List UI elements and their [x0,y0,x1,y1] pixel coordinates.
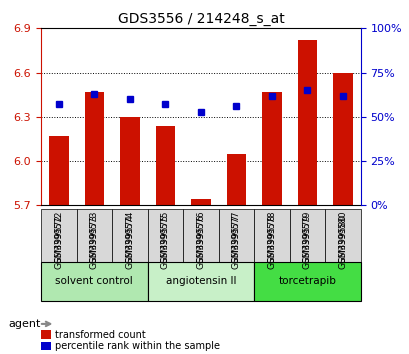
Text: solvent control: solvent control [55,276,133,286]
Text: GSM399580: GSM399580 [338,211,347,263]
Bar [120,117,139,205]
Text: GSM399574: GSM399574 [125,211,134,263]
Text: GSM399576: GSM399576 [196,214,205,269]
Text: GSM399579: GSM399579 [302,211,311,263]
Bar [297,40,317,205]
Title: GDS3556 / 214248_s_at: GDS3556 / 214248_s_at [117,12,283,26]
Text: GSM399577: GSM399577 [231,214,240,269]
Text: angiotensin II: angiotensin II [165,276,236,286]
Bar [333,73,352,205]
Text: GSM399578: GSM399578 [267,214,276,269]
Text: transformed count: transformed count [55,330,146,339]
Bar [191,199,210,205]
Text: agent: agent [8,319,40,329]
Text: GSM399573: GSM399573 [90,211,99,263]
Text: GSM399580: GSM399580 [338,214,347,269]
Text: percentile rank within the sample: percentile rank within the sample [55,341,220,351]
Text: GSM399572: GSM399572 [54,211,63,263]
Text: GSM399573: GSM399573 [90,214,99,269]
Text: GSM399572: GSM399572 [54,214,63,269]
Text: GSM399575: GSM399575 [160,214,169,269]
Text: GSM399577: GSM399577 [231,211,240,263]
Text: GSM399574: GSM399574 [125,214,134,269]
Bar [155,126,175,205]
Text: GSM399576: GSM399576 [196,211,205,263]
Text: GSM399578: GSM399578 [267,211,276,263]
Text: GSM399579: GSM399579 [302,214,311,269]
Bar [49,136,68,205]
Bar [226,154,245,205]
Bar [84,92,104,205]
Text: torcetrapib: torcetrapib [278,276,336,286]
Bar [262,92,281,205]
Text: GSM399575: GSM399575 [160,211,169,263]
